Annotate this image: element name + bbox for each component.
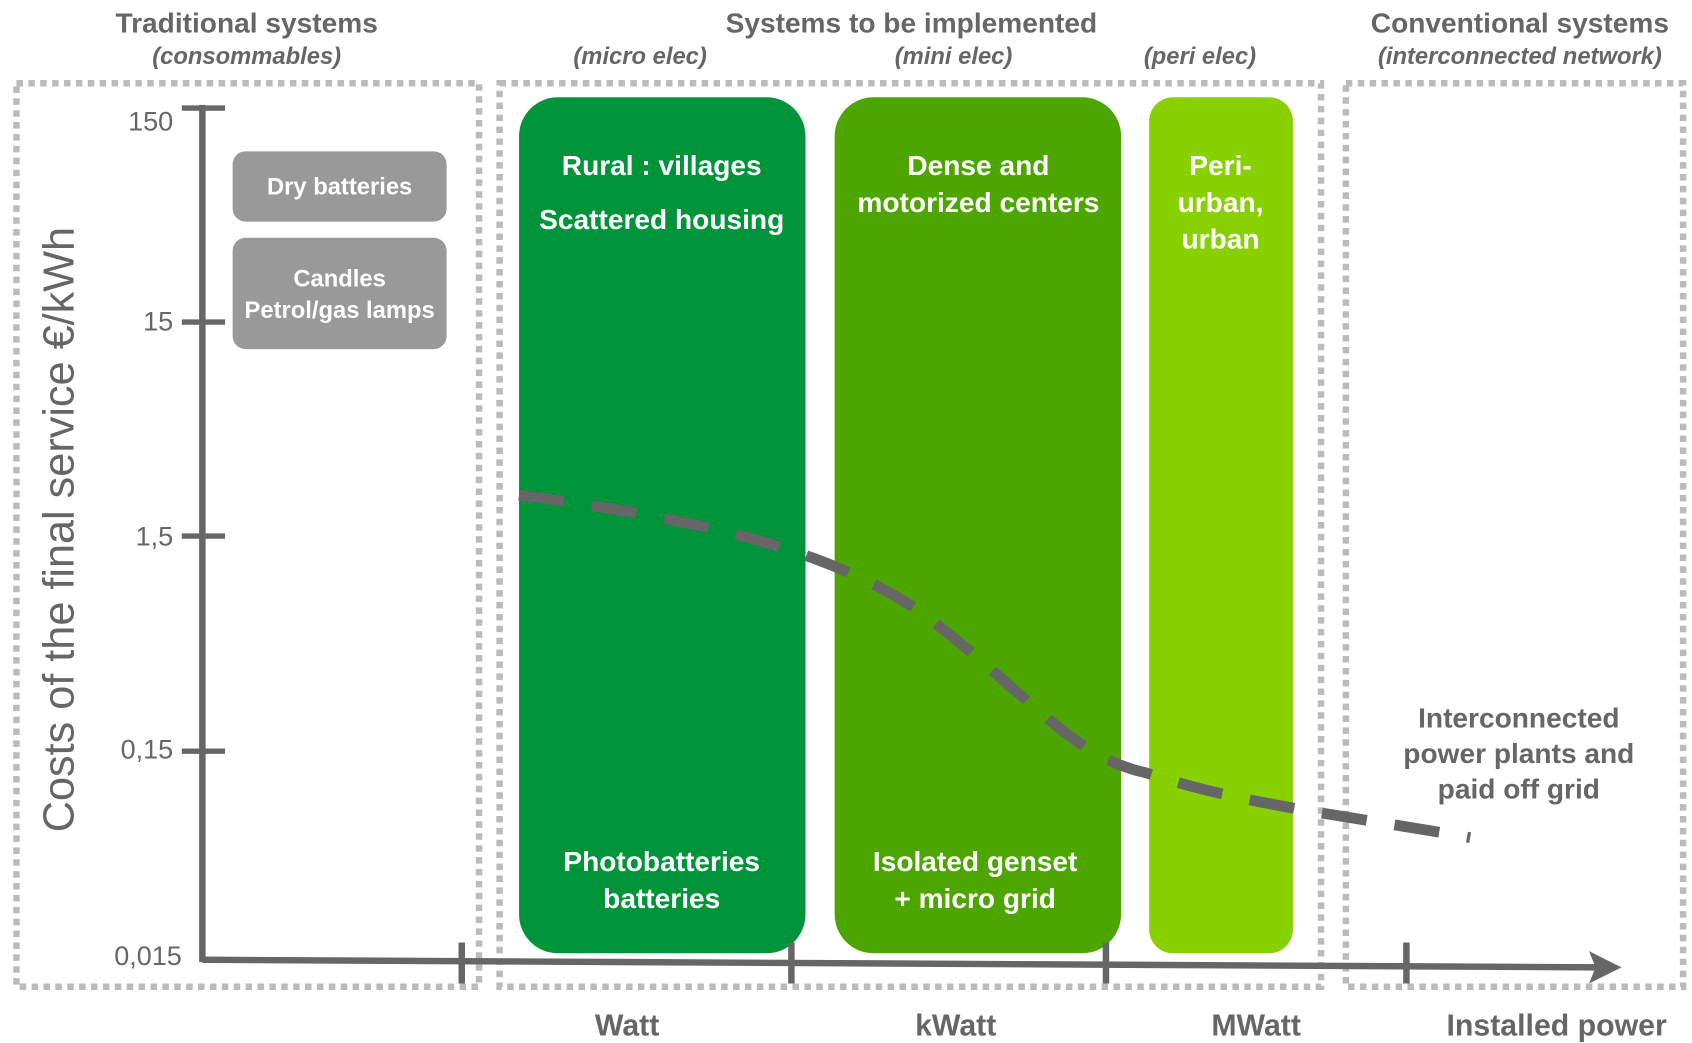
- column-label: Dense and: [907, 150, 1049, 181]
- column-label: Rural : villages: [562, 150, 762, 181]
- header-subtitle: (consommables): [152, 43, 341, 70]
- column-label: urban,: [1178, 187, 1264, 218]
- x-unit-label: kWatt: [915, 1009, 996, 1042]
- x-axis: [202, 956, 1600, 971]
- x-axis-label: Installed power: [1447, 1009, 1667, 1042]
- header-subtitle: (peri elec): [1144, 43, 1256, 70]
- column-label: motorized centers: [857, 187, 1099, 218]
- column-label: Photobatteries: [563, 846, 760, 877]
- y-tick-label: 0,15: [121, 734, 174, 764]
- x-unit-label: MWatt: [1211, 1009, 1301, 1042]
- box-traditional: [232, 237, 447, 350]
- y-tick-label: 150: [128, 106, 173, 136]
- header-title: Traditional systems: [116, 7, 378, 38]
- annotation: power plants and: [1403, 738, 1634, 769]
- annotation: Interconnected: [1418, 702, 1619, 733]
- frame-traditional: [13, 79, 483, 991]
- column-label: Isolated genset: [873, 846, 1078, 877]
- column-label: batteries: [603, 883, 720, 914]
- box-traditional: [232, 151, 447, 222]
- frame-implemented: [496, 79, 1325, 991]
- y-tick-label: 15: [143, 306, 173, 336]
- column-peri: [1149, 97, 1293, 954]
- header-subtitle: (interconnected network): [1378, 43, 1662, 70]
- x-ticks: [458, 942, 1410, 984]
- y-tick-label: 0,015: [114, 941, 182, 971]
- x-unit-label: Watt: [595, 1009, 659, 1042]
- box-label: Petrol/gas lamps: [245, 297, 435, 324]
- column-label: Scattered housing: [539, 204, 784, 235]
- y-axis-label: Costs of the final service €/kWh: [36, 227, 84, 832]
- header-title: Conventional systems: [1371, 7, 1669, 38]
- column-label: urban: [1181, 224, 1259, 255]
- y-ticks: [181, 105, 226, 754]
- x-axis-arrow: [1589, 951, 1622, 984]
- frame-conventional: [1342, 79, 1687, 991]
- column-micro: [519, 97, 806, 954]
- annotation: paid off grid: [1438, 774, 1600, 805]
- header-subtitle: (mini elec): [895, 43, 1013, 70]
- header-subtitle: (micro elec): [573, 43, 706, 70]
- column-mini: [834, 97, 1122, 954]
- column-label: Peri-: [1189, 150, 1251, 181]
- header-title: Systems to be implemented: [726, 7, 1098, 38]
- box-label: Candles: [293, 265, 385, 292]
- y-tick-label: 1,5: [136, 521, 174, 551]
- box-label: Dry batteries: [267, 174, 412, 201]
- column-label: + micro grid: [894, 883, 1056, 914]
